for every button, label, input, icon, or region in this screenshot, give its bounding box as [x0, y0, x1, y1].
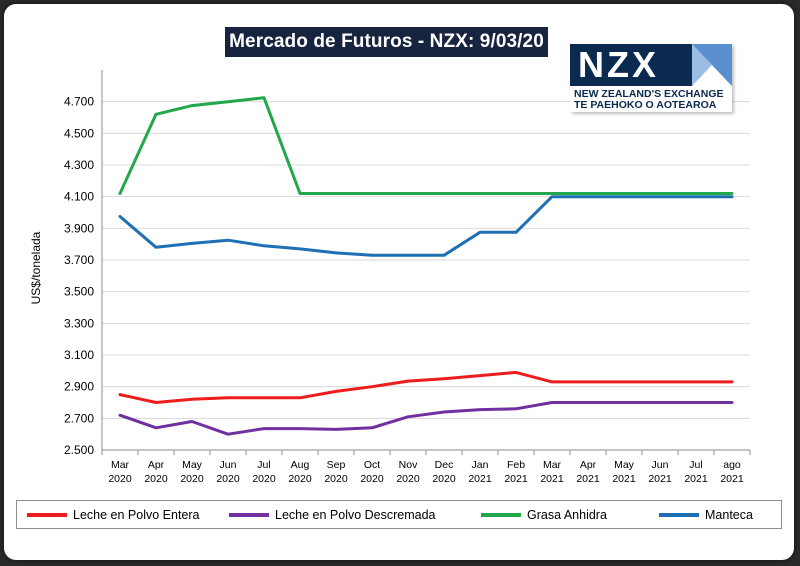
y-tick-label: 4.700 — [64, 95, 94, 109]
series-line-manteca — [118, 195, 734, 257]
legend-item-manteca: Manteca — [659, 501, 753, 528]
legend-swatch — [27, 512, 67, 517]
series-line-entera — [118, 370, 734, 404]
series-lines — [118, 96, 734, 436]
x-tick-label: Apr 2020 — [144, 459, 168, 485]
x-tick-label: Mar 2020 — [108, 459, 132, 485]
y-tick-label: 2.500 — [64, 443, 94, 457]
legend-item-grasa: Grasa Anhidra — [481, 501, 607, 528]
y-tick-label: 4.100 — [64, 190, 94, 204]
y-tick-labels: 2.500 2.700 2.900 3.100 3.300 3.500 3.700 3.900… — [64, 95, 94, 457]
nzx-logo: NZX NEW ZEALAND'S EXCHANGE TE PAEHOKO O … — [570, 44, 732, 112]
legend-label: Manteca — [705, 507, 753, 522]
legend-swatch — [659, 512, 699, 517]
x-tick-label: ago 2021 — [720, 459, 744, 485]
x-tick-label: May 2021 — [612, 459, 636, 485]
x-tick-label: Jul 2020 — [252, 459, 276, 485]
legend-swatch — [229, 512, 269, 517]
y-tick-label: 4.300 — [64, 158, 94, 172]
logo-tagline-en: NEW ZEALAND'S EXCHANGE — [574, 88, 724, 100]
legend-item-entera: Leche en Polvo Entera — [27, 501, 199, 528]
gridlines — [102, 101, 750, 419]
chart-title: Mercado de Futuros - NZX: 9/03/20 — [225, 27, 548, 57]
x-tick-label: Sep 2020 — [324, 459, 348, 485]
y-tick-label: 3.500 — [64, 285, 94, 299]
legend-item-descremada: Leche en Polvo Descremada — [229, 501, 436, 528]
x-tick-label: Dec 2020 — [432, 459, 456, 485]
x-tick-label: Oct 2020 — [360, 459, 384, 485]
x-tick-label: Jul 2021 — [684, 459, 708, 485]
legend-label: Leche en Polvo Entera — [73, 507, 200, 522]
x-tick-label: Aug 2020 — [288, 459, 312, 485]
y-tick-label: 3.100 — [64, 348, 94, 362]
x-tick-label: Apr 2021 — [576, 459, 600, 485]
x-tick-label: May 2020 — [180, 459, 204, 485]
legend-swatch — [481, 512, 521, 517]
y-tick-label: 3.300 — [64, 316, 94, 330]
y-tick-label: 2.900 — [64, 380, 94, 394]
x-tick-label: Jun 2021 — [648, 459, 672, 485]
y-tick-label: 3.700 — [64, 253, 94, 267]
x-tick-label: Jun 2020 — [216, 459, 240, 485]
y-tick-label: 4.500 — [64, 126, 94, 140]
x-tick-label: Mar 2021 — [540, 459, 564, 485]
axes — [101, 70, 751, 455]
logo-tagline-mi: TE PAEHOKO O AOTEAROA — [574, 99, 717, 111]
y-tick-label: 3.900 — [64, 221, 94, 235]
legend: Leche en Polvo Entera Leche en Polvo Desc… — [16, 500, 782, 529]
x-tick-labels: Mar 2020 Apr 2020 May 2020 Jun 2020 Jul 2020 Aug 20… — [108, 459, 744, 485]
series-line-grasa — [118, 96, 734, 195]
series-line-descremada — [118, 401, 734, 436]
y-axis-label: US$/tonelada — [29, 231, 43, 304]
x-tick-label: Nov 2020 — [396, 459, 420, 485]
legend-label: Leche en Polvo Descremada — [275, 507, 436, 522]
y-tick-label: 2.700 — [64, 411, 94, 425]
logo-flag-icon — [692, 44, 732, 86]
logo-wordmark: NZX — [578, 44, 659, 85]
x-tick-label: Feb 2021 — [504, 459, 528, 485]
x-tick-label: Jan 2021 — [468, 459, 492, 485]
legend-label: Grasa Anhidra — [527, 507, 607, 522]
